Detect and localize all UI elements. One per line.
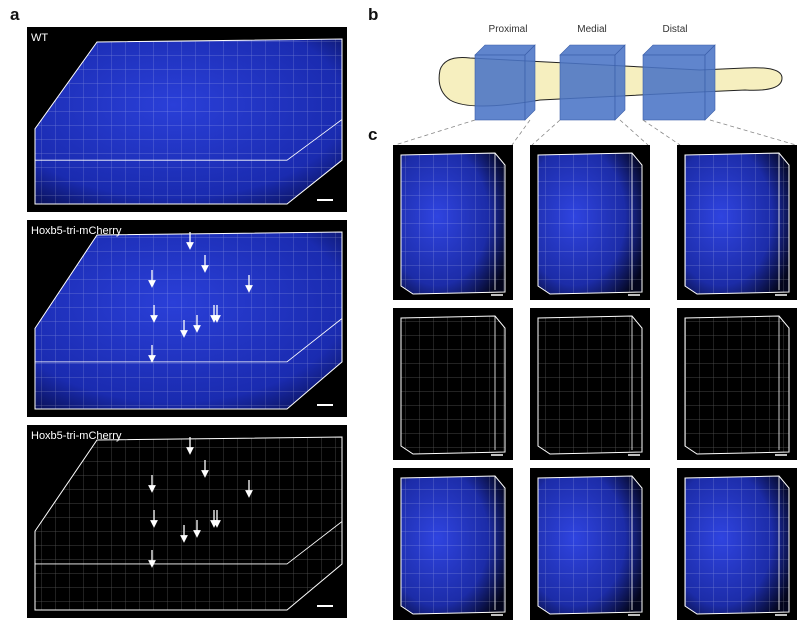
microscopy-image [27, 220, 347, 417]
image-label: Hoxb5-tri-mCherry [31, 430, 122, 442]
image-label: WT [31, 32, 48, 44]
microscopy-image [393, 468, 513, 620]
microscopy-image [530, 145, 650, 300]
panel-label: c [368, 125, 377, 144]
grid [401, 316, 505, 454]
microscopy-image [27, 425, 347, 618]
microscopy-image [393, 145, 513, 300]
grid [685, 153, 789, 294]
microscopy-image [677, 468, 797, 620]
grid [538, 476, 642, 614]
microscopy-image [677, 145, 797, 300]
image-label: Hoxb5-tri-mCherry [31, 225, 122, 237]
microscopy-image [27, 27, 347, 212]
grid [685, 476, 789, 614]
grid [401, 153, 505, 294]
grid [401, 476, 505, 614]
panel-label: b [368, 5, 378, 24]
region-label: Proximal [489, 24, 528, 35]
region-label: Distal [662, 24, 687, 35]
grid [685, 316, 789, 454]
panel-label: a [10, 5, 20, 24]
microscopy-image [393, 308, 513, 460]
grid [538, 316, 642, 454]
grid [538, 153, 642, 294]
microscopy-image [530, 468, 650, 620]
microscopy-image [677, 308, 797, 460]
region-label: Medial [577, 24, 606, 35]
figure: a b c Proximal Medial Distal WT Hoxb5-tr… [0, 0, 803, 625]
microscopy-image [530, 308, 650, 460]
